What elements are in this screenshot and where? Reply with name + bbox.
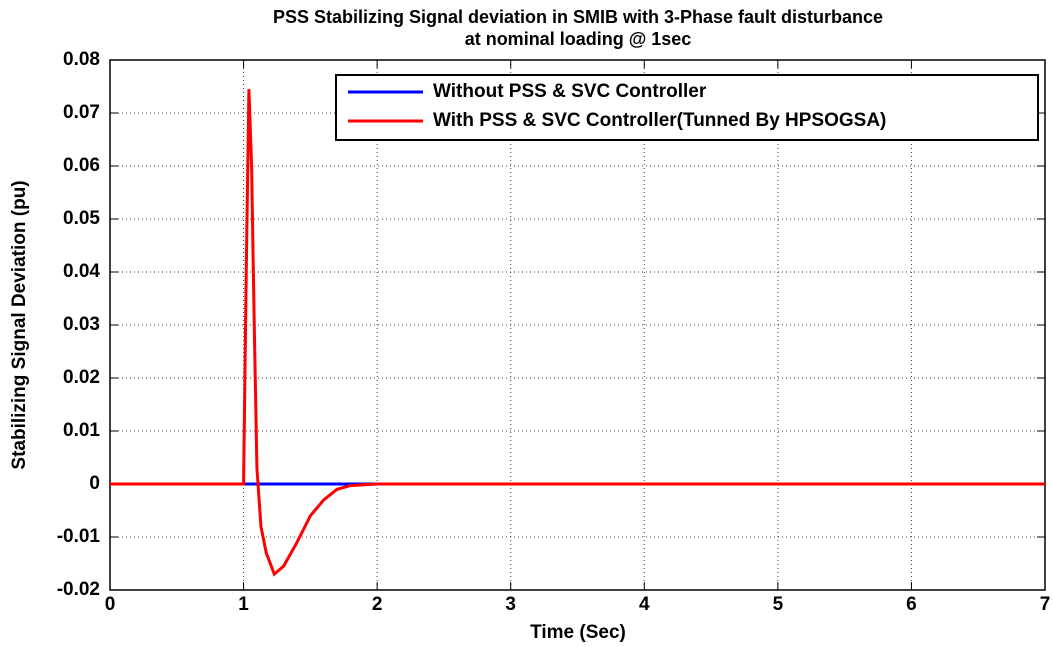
- series-line: [110, 89, 1045, 577]
- y-tick-label: 0: [89, 473, 100, 494]
- y-tick-label: 0.03: [63, 314, 100, 335]
- y-tick-label: 0.01: [63, 420, 100, 441]
- y-tick-label: 0.04: [63, 261, 100, 282]
- chart-title: PSS Stabilizing Signal deviation in SMIB…: [273, 7, 883, 27]
- y-tick-label: 0.06: [63, 155, 100, 176]
- y-tick-label: 0.07: [63, 102, 100, 123]
- x-tick-label: 7: [1040, 594, 1051, 615]
- y-tick-label: 0.05: [63, 208, 100, 229]
- plot-frame: [109, 59, 1046, 591]
- x-tick-label: 1: [238, 594, 249, 615]
- x-tick-label: 4: [639, 594, 650, 615]
- y-tick-label: 0.08: [63, 49, 100, 70]
- legend-box: [335, 74, 1039, 141]
- x-tick-label: 5: [773, 594, 784, 615]
- y-tick-label: 0.02: [63, 367, 100, 388]
- legend-label: With PSS & SVC Controller(Tunned By HPSO…: [433, 110, 886, 131]
- x-tick-label: 2: [372, 594, 383, 615]
- y-tick-label: -0.02: [57, 579, 100, 600]
- x-axis-label: Time (Sec): [530, 622, 626, 643]
- y-tick-label: -0.01: [57, 526, 101, 547]
- legend-label: Without PSS & SVC Controller: [433, 81, 707, 102]
- x-tick-label: 6: [906, 594, 917, 615]
- y-axis-label: Stabilizing Signal Deviation (pu): [9, 180, 30, 469]
- x-tick-label: 3: [505, 594, 516, 615]
- chart-title: at nominal loading @ 1sec: [465, 29, 692, 49]
- x-tick-label: 0: [105, 594, 116, 615]
